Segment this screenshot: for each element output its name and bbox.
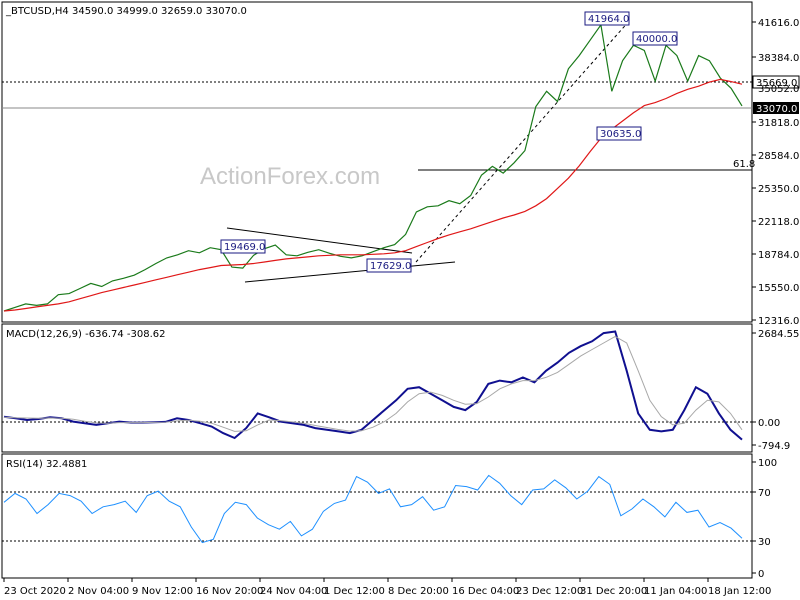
- macd-series-group: [3, 330, 743, 441]
- y-tick-label: 31818.0: [758, 118, 799, 129]
- annotation-high-label: 41964.0: [588, 14, 629, 25]
- annotation-low-label: 30635.0: [600, 129, 641, 140]
- price-series-group: [3, 23, 743, 312]
- price-panel: [1, 1, 753, 323]
- annotation-high: 41964.0: [584, 11, 630, 26]
- y-tick-label: 18784.0: [758, 250, 799, 261]
- annotation-40000: 40000.0: [632, 31, 678, 46]
- rsi-panel: [1, 453, 753, 579]
- annotation-40000-label: 40000.0: [636, 34, 677, 45]
- triangle-lower-line: [244, 261, 456, 283]
- y-tick-label: 28584.0: [758, 151, 799, 162]
- y-tick-label: 25350.0: [758, 184, 799, 195]
- resistance-tag-label: 35669.0: [756, 78, 797, 89]
- x-tick-label: 23 Dec 12:00: [516, 586, 583, 597]
- y-tick-label: 70: [758, 488, 771, 499]
- x-tick-label: 1 Dec 12:00: [324, 586, 385, 597]
- y-tick-label: 0: [758, 569, 764, 580]
- y-tick-label: 15550.0: [758, 283, 799, 294]
- signal-line: [3, 335, 743, 432]
- y-tick-label: 30: [758, 537, 771, 548]
- x-tick-label: 9 Nov 12:00: [132, 586, 193, 597]
- x-tick-label: 8 Dec 20:00: [388, 586, 449, 597]
- rsi-panel-title: RSI(14) 32.4881: [6, 459, 87, 470]
- y-tick-label: 2684.55: [758, 329, 799, 340]
- price-overlays: [2, 19, 752, 283]
- y-tick-label: 22118.0: [758, 217, 799, 228]
- y-tick-label: 12316.0: [758, 316, 799, 327]
- x-tick-label: 24 Nov 04:00: [260, 586, 327, 597]
- x-tick-label: 23 Oct 2020: [4, 586, 66, 597]
- x-tick-label: 31 Dec 20:00: [580, 586, 647, 597]
- x-tick-label: 11 Jan 04:00: [644, 586, 707, 597]
- rsi-overlays: [2, 491, 752, 542]
- y-tick-label: 41616.0: [758, 18, 799, 29]
- current-price-tag: 33070.0: [753, 102, 799, 115]
- macd-panel: [1, 323, 753, 453]
- watermark: ActionForex.com: [200, 163, 380, 190]
- moving-average-line: [3, 78, 743, 312]
- y-axis-ticks: 41616.0 38384.0 35052.0 31818.0 28584.0 25350…: [752, 18, 799, 580]
- y-tick-label: -794.9: [758, 441, 790, 452]
- x-tick-label: 18 Jan 12:00: [708, 586, 771, 597]
- price-panel-title: _BTCUSD,H4 34590.0 34999.0 32659.0 33070…: [5, 6, 247, 17]
- x-tick-label: 16 Nov 20:00: [196, 586, 263, 597]
- y-tick-label: 0.00: [758, 418, 780, 429]
- rsi-line: [3, 474, 743, 544]
- annotation-19469-label: 19469.0: [224, 242, 265, 253]
- annotation-17629: 17629.0: [366, 258, 412, 273]
- annotation-17629-label: 17629.0: [370, 261, 411, 272]
- y-tick-label: 100: [758, 458, 777, 469]
- rsi-series-group: [3, 474, 743, 544]
- y-tick-label: 35052.0: [758, 84, 799, 95]
- resistance-tag: 35669.0: [752, 75, 800, 89]
- x-tick-label: 16 Dec 04:00: [452, 586, 519, 597]
- annotation-19469: 19469.0: [220, 239, 266, 254]
- x-axis-ticks: 23 Oct 2020 2 Nov 04:00 9 Nov 12:00 16 Nov …: [3, 578, 771, 597]
- annotation-low: 30635.0: [596, 126, 642, 141]
- fib-level-label: 61.8: [733, 159, 755, 170]
- y-tick-label: 38384.0: [758, 53, 799, 64]
- price-line: [3, 23, 743, 312]
- current-price-tag-label: 33070.0: [756, 104, 797, 115]
- macd-panel-title: MACD(12,26,9) -636.74 -308.62: [6, 329, 166, 340]
- x-tick-label: 2 Nov 04:00: [68, 586, 129, 597]
